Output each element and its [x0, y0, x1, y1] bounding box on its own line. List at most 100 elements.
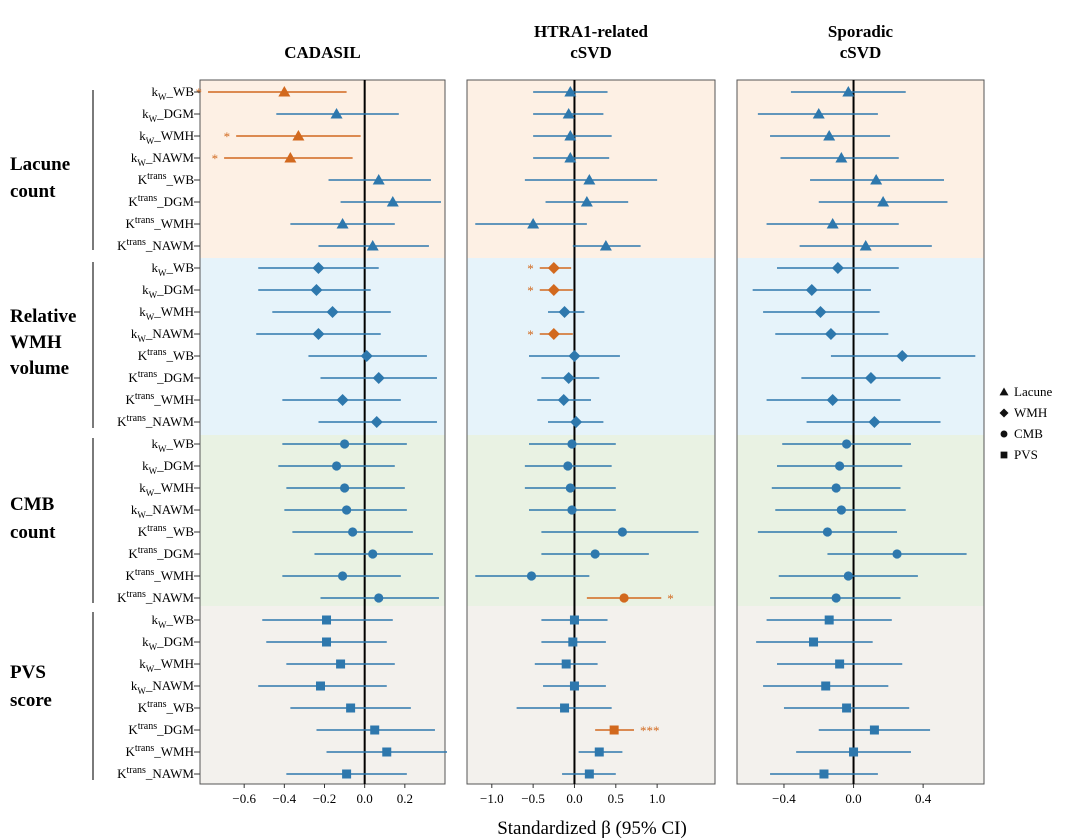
estimate-marker — [870, 174, 883, 185]
estimate-marker — [382, 747, 392, 757]
estimate-marker — [869, 725, 879, 735]
estimate-marker — [339, 483, 350, 493]
legend: Lacune WMH CMB PVS — [999, 384, 1052, 462]
row-label: Ktrans_WMH — [125, 743, 194, 759]
group-label: Relative — [10, 306, 76, 327]
x-tick-label: −0.4 — [273, 791, 297, 806]
row-label: Ktrans_NAWM — [117, 237, 194, 253]
panel-title: CADASIL — [284, 43, 361, 62]
x-tick-label: 0.0 — [566, 791, 582, 806]
estimate-marker — [562, 372, 575, 384]
row-label: Ktrans_WB — [138, 523, 195, 539]
estimate-marker — [580, 196, 593, 207]
row-label: Ktrans_WB — [138, 699, 195, 715]
legend-marker-lacune — [999, 387, 1009, 396]
estimate-marker — [569, 615, 579, 625]
estimate-marker — [339, 439, 350, 449]
estimate-marker — [526, 571, 537, 581]
group-background — [200, 80, 445, 258]
row-label: kW_WB — [152, 612, 195, 630]
estimate-marker — [814, 306, 827, 318]
group-label: WMH — [10, 332, 62, 353]
estimate-marker — [372, 372, 385, 384]
panel-title: cSVD — [840, 43, 882, 62]
estimate-marker — [567, 439, 577, 449]
estimate-marker — [812, 108, 825, 119]
row-labels: kW_WB kW_DGM kW_WMH kW_NAWM Ktrans_WB Ktrans_… — [117, 84, 200, 781]
row-label: Ktrans_DGM — [128, 721, 194, 737]
legend-label: WMH — [1014, 405, 1047, 420]
row-label: kW_WB — [152, 260, 195, 278]
row-label: kW_WMH — [139, 304, 194, 322]
estimate-marker — [360, 350, 373, 362]
row-label: kW_NAWM — [131, 678, 195, 696]
estimate-marker — [527, 218, 540, 229]
estimate-marker — [583, 174, 596, 185]
estimate-marker — [822, 527, 833, 537]
row-label: kW_NAWM — [131, 150, 195, 168]
panel-3: −0.4 0.0 0.4 — [736, 79, 985, 806]
estimate-marker — [826, 218, 839, 229]
estimate-marker — [892, 549, 902, 559]
estimate-marker — [590, 549, 600, 559]
estimate-marker — [835, 461, 845, 471]
group-label: CMB — [10, 494, 55, 515]
significance-marker: * — [667, 591, 674, 606]
estimate-marker — [805, 284, 818, 296]
estimate-marker — [368, 549, 378, 559]
x-tick-label: −0.2 — [313, 791, 337, 806]
estimate-marker — [562, 108, 575, 119]
row-label: Ktrans_DGM — [128, 369, 194, 385]
group-background — [737, 435, 984, 606]
group-background — [200, 435, 445, 606]
estimate-marker — [835, 152, 848, 163]
estimate-marker — [826, 394, 839, 406]
estimate-marker — [278, 86, 291, 97]
estimate-marker — [558, 306, 571, 318]
estimate-marker — [330, 108, 343, 119]
estimate-marker — [336, 659, 346, 669]
estimate-marker — [331, 461, 342, 471]
group-label: score — [10, 690, 52, 711]
estimate-marker — [348, 527, 358, 537]
x-tick-label: 0.2 — [397, 791, 413, 806]
estimate-marker — [823, 130, 836, 141]
estimate-marker — [372, 174, 385, 185]
estimate-marker — [824, 615, 834, 625]
group-background — [467, 258, 715, 435]
estimate-marker — [824, 328, 837, 340]
estimate-marker — [564, 152, 577, 163]
panel-2: *******−1.0 −0.5 0.0 0.5 1.0 — [466, 79, 716, 806]
group-label: Lacune — [10, 154, 70, 175]
panel-title: Sporadic — [828, 22, 894, 41]
significance-marker: * — [527, 261, 534, 276]
row-label: Ktrans_WMH — [125, 391, 194, 407]
group-background — [200, 606, 445, 784]
row-label: Ktrans_WMH — [125, 567, 194, 583]
estimate-marker — [831, 593, 841, 603]
group-label: count — [10, 522, 56, 543]
estimate-marker — [568, 350, 581, 362]
estimate-marker — [563, 461, 573, 471]
estimate-marker — [864, 372, 877, 384]
estimate-marker — [315, 681, 325, 691]
panel-border — [466, 79, 716, 785]
estimate-marker — [312, 262, 325, 274]
row-label: Ktrans_DGM — [128, 193, 194, 209]
significance-marker: * — [527, 283, 534, 298]
estimate-marker — [617, 527, 628, 537]
row-label: kW_DGM — [142, 458, 194, 476]
x-tick-label: −0.4 — [772, 791, 796, 806]
estimate-marker — [557, 394, 570, 406]
x-tick-label: −1.0 — [480, 791, 504, 806]
x-tick-label: 0.4 — [915, 791, 932, 806]
legend-label: PVS — [1014, 447, 1038, 462]
estimate-marker — [326, 306, 339, 318]
estimate-marker — [560, 703, 570, 713]
estimate-marker — [564, 86, 577, 97]
estimate-marker — [568, 637, 578, 647]
group-background — [467, 435, 715, 606]
estimate-marker — [821, 681, 831, 691]
estimate-marker — [336, 218, 349, 229]
row-label: Ktrans_NAWM — [117, 413, 194, 429]
